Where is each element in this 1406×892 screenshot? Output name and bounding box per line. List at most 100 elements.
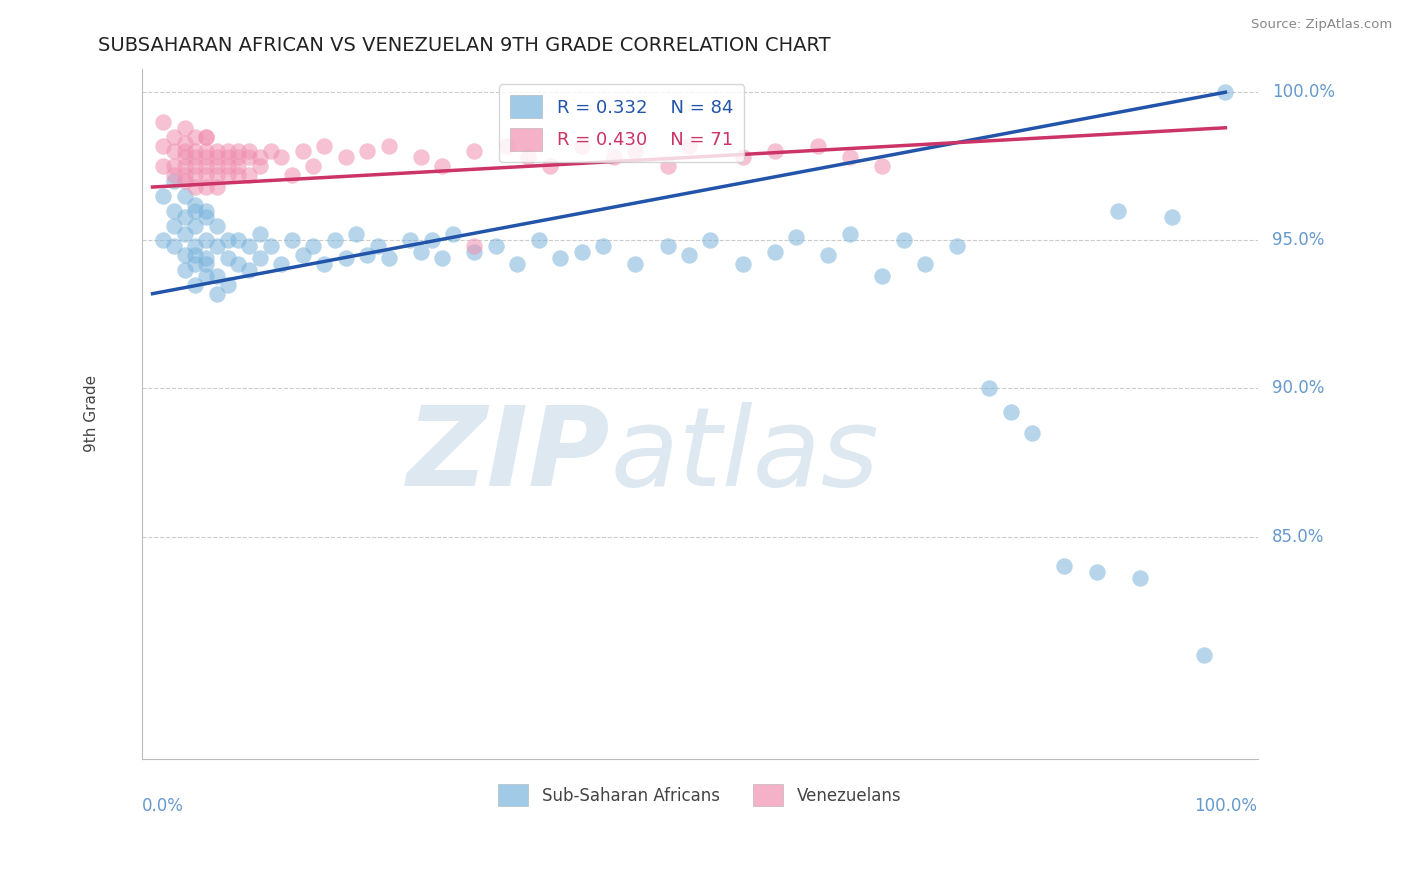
Point	[163, 168, 186, 182]
Point	[335, 150, 357, 164]
Point	[205, 145, 228, 159]
Point	[205, 150, 228, 164]
Point	[657, 159, 679, 173]
Point	[817, 248, 839, 262]
Point	[228, 257, 250, 271]
Point	[152, 115, 174, 129]
Point	[270, 150, 292, 164]
Point	[217, 233, 239, 247]
Point	[195, 159, 218, 173]
Point	[173, 189, 195, 203]
Point	[603, 150, 626, 164]
Point	[314, 257, 336, 271]
Point	[163, 129, 186, 144]
Point	[184, 180, 207, 194]
Point	[184, 198, 207, 212]
Point	[571, 138, 593, 153]
Point	[420, 233, 443, 247]
Point	[979, 382, 1001, 396]
Point	[173, 136, 195, 150]
Point	[314, 138, 336, 153]
Point	[463, 245, 485, 260]
Point	[1000, 405, 1022, 419]
Point	[893, 233, 915, 247]
Point	[377, 251, 399, 265]
Point	[409, 245, 432, 260]
Point	[173, 174, 195, 188]
Point	[335, 251, 357, 265]
Point	[870, 268, 893, 283]
Point	[228, 150, 250, 164]
Point	[249, 150, 271, 164]
Point	[238, 150, 260, 164]
Point	[205, 159, 228, 173]
Point	[163, 219, 186, 233]
Point	[1160, 210, 1182, 224]
Point	[173, 159, 195, 173]
Text: 85.0%: 85.0%	[1272, 527, 1324, 546]
Point	[205, 168, 228, 182]
Point	[914, 257, 936, 271]
Point	[184, 257, 207, 271]
Point	[1215, 85, 1237, 99]
Point	[238, 239, 260, 253]
Text: 90.0%: 90.0%	[1272, 379, 1324, 398]
Text: 100.0%: 100.0%	[1272, 83, 1336, 101]
Point	[399, 233, 422, 247]
Point	[217, 251, 239, 265]
Text: ZIP: ZIP	[406, 401, 610, 508]
Point	[281, 168, 304, 182]
Point	[249, 251, 271, 265]
Point	[463, 145, 485, 159]
Point	[323, 233, 346, 247]
Point	[152, 233, 174, 247]
Point	[228, 233, 250, 247]
Point	[195, 168, 218, 182]
Point	[195, 268, 218, 283]
Point	[495, 138, 517, 153]
Point	[205, 286, 228, 301]
Point	[506, 257, 529, 271]
Point	[344, 227, 367, 242]
Point	[367, 239, 389, 253]
Point	[731, 257, 754, 271]
Text: 0.0%: 0.0%	[142, 797, 184, 814]
Point	[195, 203, 218, 218]
Point	[173, 168, 195, 182]
Point	[238, 168, 260, 182]
Point	[205, 219, 228, 233]
Point	[173, 227, 195, 242]
Point	[291, 248, 314, 262]
Point	[195, 233, 218, 247]
Point	[270, 257, 292, 271]
Point	[184, 159, 207, 173]
Point	[205, 239, 228, 253]
Point	[184, 129, 207, 144]
Text: SUBSAHARAN AFRICAN VS VENEZUELAN 9TH GRADE CORRELATION CHART: SUBSAHARAN AFRICAN VS VENEZUELAN 9TH GRA…	[98, 36, 831, 54]
Point	[195, 180, 218, 194]
Point	[163, 203, 186, 218]
Point	[238, 145, 260, 159]
Point	[152, 138, 174, 153]
Point	[1085, 565, 1108, 579]
Point	[432, 159, 454, 173]
Point	[173, 145, 195, 159]
Legend: Sub-Saharan Africans, Venezuelans: Sub-Saharan Africans, Venezuelans	[492, 778, 908, 813]
Point	[228, 168, 250, 182]
Point	[184, 277, 207, 292]
Point	[678, 138, 700, 153]
Point	[184, 248, 207, 262]
Point	[592, 239, 614, 253]
Text: 9th Grade: 9th Grade	[84, 376, 100, 452]
Point	[1192, 648, 1215, 662]
Point	[432, 251, 454, 265]
Point	[1129, 571, 1152, 585]
Point	[184, 168, 207, 182]
Point	[259, 145, 281, 159]
Point	[205, 268, 228, 283]
Point	[195, 145, 218, 159]
Point	[1107, 203, 1129, 218]
Point	[785, 230, 807, 244]
Point	[302, 159, 325, 173]
Point	[152, 159, 174, 173]
